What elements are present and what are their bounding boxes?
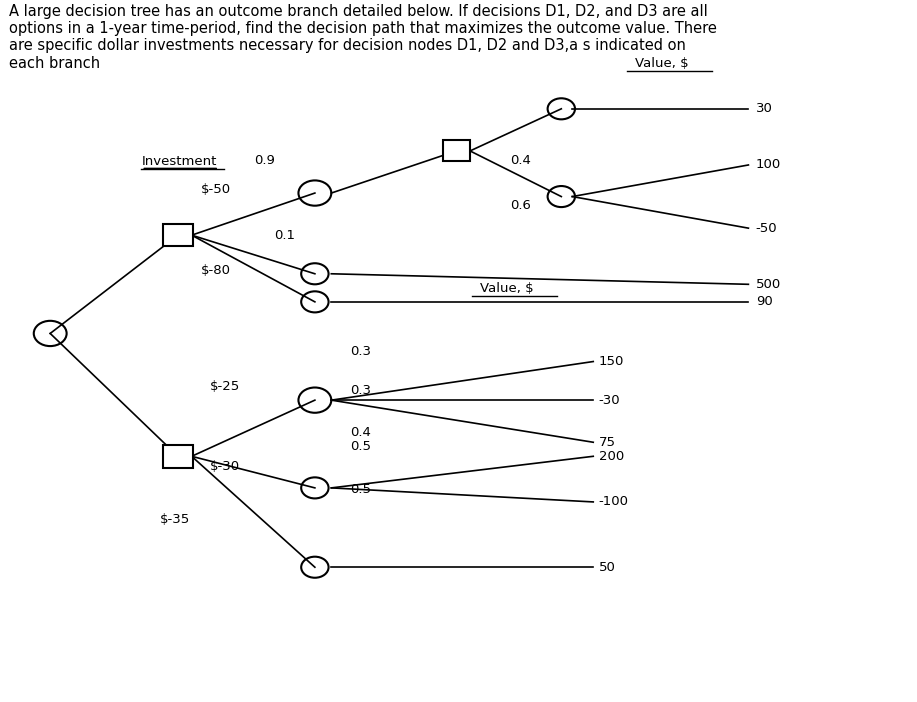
FancyBboxPatch shape	[163, 224, 193, 246]
Text: $-25: $-25	[210, 380, 240, 392]
Text: 500: 500	[756, 278, 781, 291]
Text: 0.9: 0.9	[254, 154, 275, 167]
Text: 50: 50	[599, 561, 615, 574]
Text: 0.4: 0.4	[510, 154, 531, 167]
Text: 75: 75	[599, 436, 615, 449]
Text: $-50: $-50	[201, 183, 231, 196]
Text: 0.6: 0.6	[510, 199, 531, 213]
Text: -100: -100	[599, 496, 629, 508]
Text: D3: D3	[448, 146, 464, 156]
Text: $-80: $-80	[201, 264, 231, 277]
Text: D2: D2	[171, 451, 186, 461]
Text: 90: 90	[756, 296, 772, 308]
Text: $-35: $-35	[160, 513, 190, 526]
Text: Investment: Investment	[141, 155, 216, 168]
Text: -30: -30	[599, 394, 621, 406]
Text: A large decision tree has an outcome branch detailed below. If decisions D1, D2,: A large decision tree has an outcome bra…	[9, 4, 717, 71]
Text: -50: -50	[756, 222, 778, 234]
Text: $-30: $-30	[210, 461, 240, 473]
Text: 150: 150	[599, 355, 624, 368]
Text: 100: 100	[756, 159, 781, 171]
Text: 0.4: 0.4	[350, 425, 371, 439]
Text: 0.3: 0.3	[350, 383, 371, 397]
Text: 30: 30	[756, 102, 773, 115]
Text: 200: 200	[599, 450, 624, 463]
Text: Value, $: Value, $	[635, 57, 689, 70]
Text: 0.1: 0.1	[274, 229, 294, 241]
FancyBboxPatch shape	[443, 140, 470, 161]
Text: D1: D1	[171, 230, 186, 240]
FancyBboxPatch shape	[163, 445, 193, 468]
Text: Value, $: Value, $	[480, 282, 534, 295]
Text: 0.5: 0.5	[350, 439, 371, 453]
Text: 0.5: 0.5	[350, 483, 371, 496]
Text: 0.3: 0.3	[350, 345, 371, 358]
